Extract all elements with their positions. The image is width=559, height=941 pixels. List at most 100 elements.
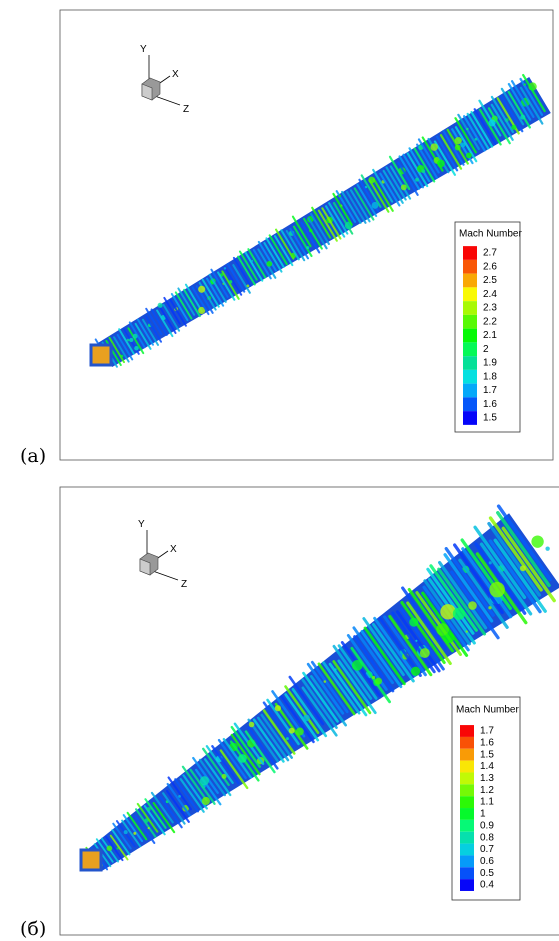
vortex-ring — [301, 686, 338, 737]
vortex-blob — [523, 83, 526, 86]
vortex-blob — [198, 306, 206, 314]
vortex-blob — [468, 601, 477, 610]
vortex-ring — [122, 814, 144, 843]
legend-entry: 1.1 — [480, 797, 494, 808]
legend-swatch — [460, 855, 474, 868]
vortex-ring — [444, 547, 495, 617]
vortex-ring — [112, 822, 132, 850]
vortex-ring — [488, 516, 543, 592]
vortex-ring — [332, 192, 353, 226]
vortex-ring — [429, 564, 478, 632]
vortex-ring — [137, 318, 154, 346]
legend-swatch — [460, 725, 474, 737]
vortex-ring — [379, 172, 401, 207]
vortex-ring — [179, 778, 205, 813]
legend-swatch — [463, 342, 477, 357]
vortex-blob — [133, 831, 137, 835]
vortex-ring — [507, 82, 532, 121]
legend-entry: 2.4 — [483, 289, 497, 300]
legend-swatch — [463, 411, 477, 425]
legend-entry: 1.8 — [483, 371, 497, 382]
vortex-ring — [479, 542, 533, 616]
legend-entry: 1.7 — [483, 385, 497, 396]
vortex-ring — [360, 174, 382, 208]
vortex-ring — [162, 792, 186, 825]
legend-swatch — [460, 748, 474, 761]
legend-title: Mach Number — [459, 229, 522, 240]
legend-entry: 1.3 — [480, 773, 494, 784]
vortex-ring — [289, 227, 310, 260]
vortex-blob — [123, 830, 128, 835]
vortex-ring — [144, 315, 163, 343]
vortex-ring — [385, 166, 407, 201]
legend-entry: 0.9 — [480, 820, 494, 831]
vortex-blob — [338, 194, 341, 198]
vortex-blob — [415, 177, 420, 182]
vortex-ring — [360, 630, 403, 689]
vortex-ring — [159, 796, 183, 829]
vortex-blob — [199, 776, 210, 786]
vortex-ring — [446, 128, 469, 165]
vortex-ring — [433, 140, 456, 176]
vortex-blob — [531, 535, 544, 548]
vortex-ring — [417, 138, 440, 174]
vortex-ring — [217, 738, 247, 780]
vortex-ring — [317, 662, 356, 716]
axis-label-x: X — [172, 69, 179, 80]
panel-label: (б) — [20, 918, 46, 940]
vortex-ring — [169, 298, 187, 327]
legend-entry: 2.2 — [483, 316, 497, 327]
vortex-ring — [458, 558, 509, 629]
vortex-ring — [159, 306, 177, 335]
vortex-ring — [470, 110, 494, 148]
legend-entry: 0.7 — [480, 844, 494, 855]
vortex-blob — [309, 228, 313, 233]
vortex-blob — [430, 143, 438, 151]
vortex-ring — [221, 270, 240, 300]
vortex-ring — [141, 318, 159, 346]
legend-swatch — [463, 246, 477, 260]
vortex-ring — [184, 283, 203, 313]
vortex-ring — [372, 168, 394, 203]
legend-entry: 2.5 — [483, 275, 497, 286]
legend-entry: 0.5 — [480, 868, 494, 879]
vortex-ring — [152, 802, 176, 834]
vortex-ring — [244, 730, 276, 774]
legend-swatch — [463, 369, 477, 384]
vortex-ring — [219, 749, 249, 790]
vortex-ring — [443, 553, 494, 623]
legend-swatch — [463, 356, 477, 370]
vortex-ring — [95, 838, 114, 863]
vortex-blob — [274, 705, 281, 712]
vortex-ring — [426, 567, 475, 635]
legend-entry: 2.3 — [483, 303, 497, 314]
vortex-ring — [113, 336, 130, 363]
vortex-ring — [208, 273, 227, 303]
panel: (a) Y X Z Mach Number 2.7 2.6 2.5 2.4 2.3 2.2 2.1 2 1… — [20, 9, 554, 467]
legend-entry: 1.7 — [480, 726, 494, 737]
vortex-blob — [106, 845, 113, 852]
vortex-ring — [266, 698, 300, 746]
vortex-ring — [121, 819, 142, 848]
vortex-ring — [321, 207, 342, 240]
vortex-blob — [511, 124, 517, 130]
vortex-ring — [373, 616, 417, 677]
vortex-ring — [198, 758, 226, 797]
vortex-ring — [150, 308, 168, 336]
vortex-ring — [288, 675, 325, 726]
vortex-ring — [247, 718, 279, 763]
vortex-ring — [391, 611, 436, 674]
legend-swatch — [460, 784, 474, 797]
vortex-ring — [109, 834, 129, 861]
legend-entry: 0.6 — [480, 856, 494, 867]
vortex-blob — [488, 561, 492, 565]
vortex-ring — [135, 808, 157, 838]
vortex-ring — [174, 778, 200, 813]
vortex-blob — [295, 727, 304, 736]
legend-swatch — [460, 796, 474, 809]
vortex-ring — [437, 567, 487, 636]
axis-label-y: Y — [140, 44, 147, 55]
vortex-ring — [211, 745, 240, 785]
